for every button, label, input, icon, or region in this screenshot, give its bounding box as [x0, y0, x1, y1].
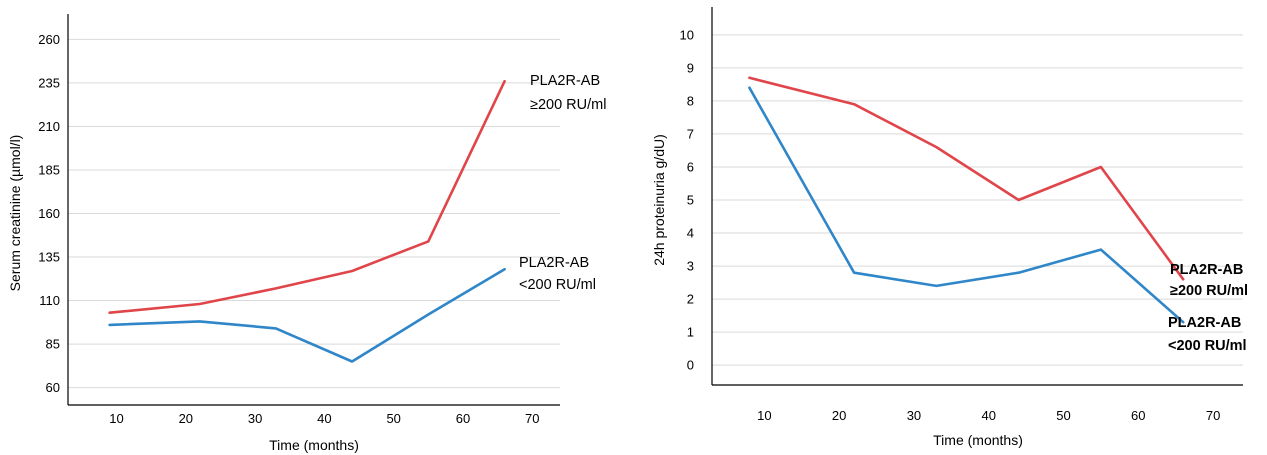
proteinuria-chart: 0 1 2 3 4 5 6 7 8 9 10 10 20 30 40 50 60 70 Time (months) 2…: [651, 7, 1248, 448]
y-tick-label: 10: [680, 27, 694, 42]
series-line-low-antibody: [108, 267, 506, 363]
y-tick-label: 85: [46, 337, 60, 352]
y-tick-label: 3: [687, 259, 694, 274]
y-tick-label: 135: [38, 250, 60, 265]
x-axis-title: Time (months): [269, 437, 359, 453]
x-tick-label: 70: [1206, 408, 1220, 423]
serum-creatinine-chart: 60 85 110 135 160 185 210 235 260 10 20 30 40 50 60 70 T…: [7, 14, 606, 453]
y-tick-label: 110: [39, 293, 60, 308]
x-tick-label: 10: [757, 408, 771, 423]
y-tick-label: 60: [46, 380, 60, 395]
y-tick-label: 7: [687, 126, 694, 141]
series-label-threshold: <200 RU/ml: [519, 277, 596, 293]
y-tick-label: 0: [687, 358, 694, 373]
series-label-name: PLA2R-AB: [1168, 315, 1241, 331]
x-axis-title: Time (months): [933, 432, 1023, 448]
x-tick-label: 50: [1056, 408, 1070, 423]
y-tick-label: 210: [38, 119, 60, 134]
x-tick-label: 40: [981, 408, 995, 423]
series-label-threshold: ≥200 RU/ml: [1170, 283, 1248, 299]
y-tick-label: 235: [38, 75, 60, 90]
series-label-name: PLA2R-AB: [1170, 262, 1243, 278]
series-label-name: PLA2R-AB: [519, 255, 589, 271]
x-tick-label: 30: [248, 411, 262, 426]
y-tick-label: 4: [687, 226, 694, 241]
y-tick-label: 160: [38, 206, 60, 221]
series-label-threshold: ≥200 RU/ml: [530, 97, 606, 113]
x-tick-label: 20: [832, 408, 846, 423]
x-tick-label: 20: [179, 411, 193, 426]
x-tick-label: 40: [317, 411, 331, 426]
y-tick-label: 185: [38, 162, 60, 177]
y-tick-label: 9: [687, 60, 694, 75]
y-tick-label: 2: [687, 292, 694, 307]
x-tick-label: 30: [907, 408, 921, 423]
x-tick-label: 50: [386, 411, 400, 426]
y-tick-label: 1: [687, 325, 694, 340]
series-label-threshold: <200 RU/ml: [1168, 338, 1247, 354]
y-tick-label: 5: [687, 193, 694, 208]
x-tick-label: 60: [1131, 408, 1145, 423]
series-label-name: PLA2R-AB: [530, 73, 600, 89]
y-tick-label: 260: [38, 32, 60, 47]
series-line-high-antibody: [108, 79, 506, 315]
x-tick-label: 10: [109, 411, 123, 426]
series-line-high-antibody: [748, 76, 1185, 281]
x-tick-label: 60: [456, 411, 470, 426]
y-axis-title: Serum creatinine (µmol/l): [7, 135, 23, 292]
y-tick-label: 8: [687, 93, 694, 108]
series-line-low-antibody: [748, 86, 1185, 324]
y-tick-label: 6: [687, 159, 694, 174]
y-axis-title: 24h proteinuria g/dU): [651, 134, 667, 266]
x-tick-label: 70: [525, 411, 539, 426]
